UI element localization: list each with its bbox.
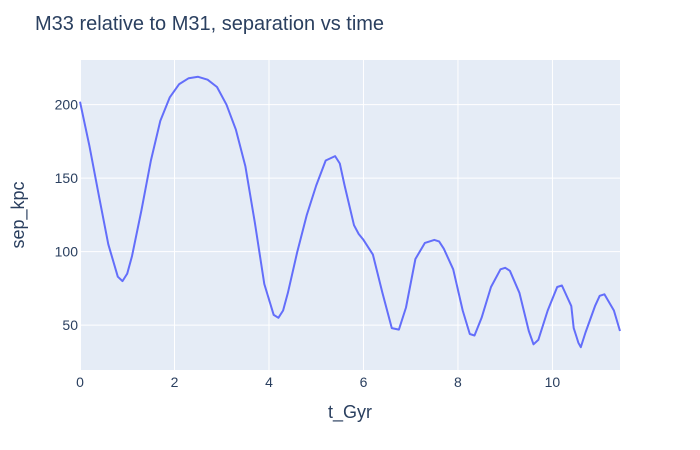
x-axis-title: t_Gyr: [328, 402, 372, 423]
y-axis-title: sep_kpc: [8, 181, 29, 248]
plot-area: [80, 60, 620, 370]
separation-line: [79, 75, 621, 349]
x-tick-label: 2: [171, 374, 179, 390]
y-tick-label: 100: [55, 244, 79, 260]
y-tick-label: 50: [62, 317, 78, 333]
x-axis-ticks: 0 2 4 6 8 10: [76, 374, 560, 390]
x-tick-label: 6: [360, 374, 368, 390]
x-tick-label: 8: [454, 374, 462, 390]
x-tick-label: 10: [545, 374, 561, 390]
gridlines: [79, 60, 620, 370]
y-axis-ticks: 50 100 150 200: [55, 97, 79, 333]
x-tick-label: 0: [76, 374, 84, 390]
chart-title: M33 relative to M31, separation vs time: [35, 13, 384, 35]
x-tick-label: 4: [265, 374, 273, 390]
y-tick-label: 150: [55, 170, 79, 186]
y-tick-label: 200: [55, 97, 79, 113]
